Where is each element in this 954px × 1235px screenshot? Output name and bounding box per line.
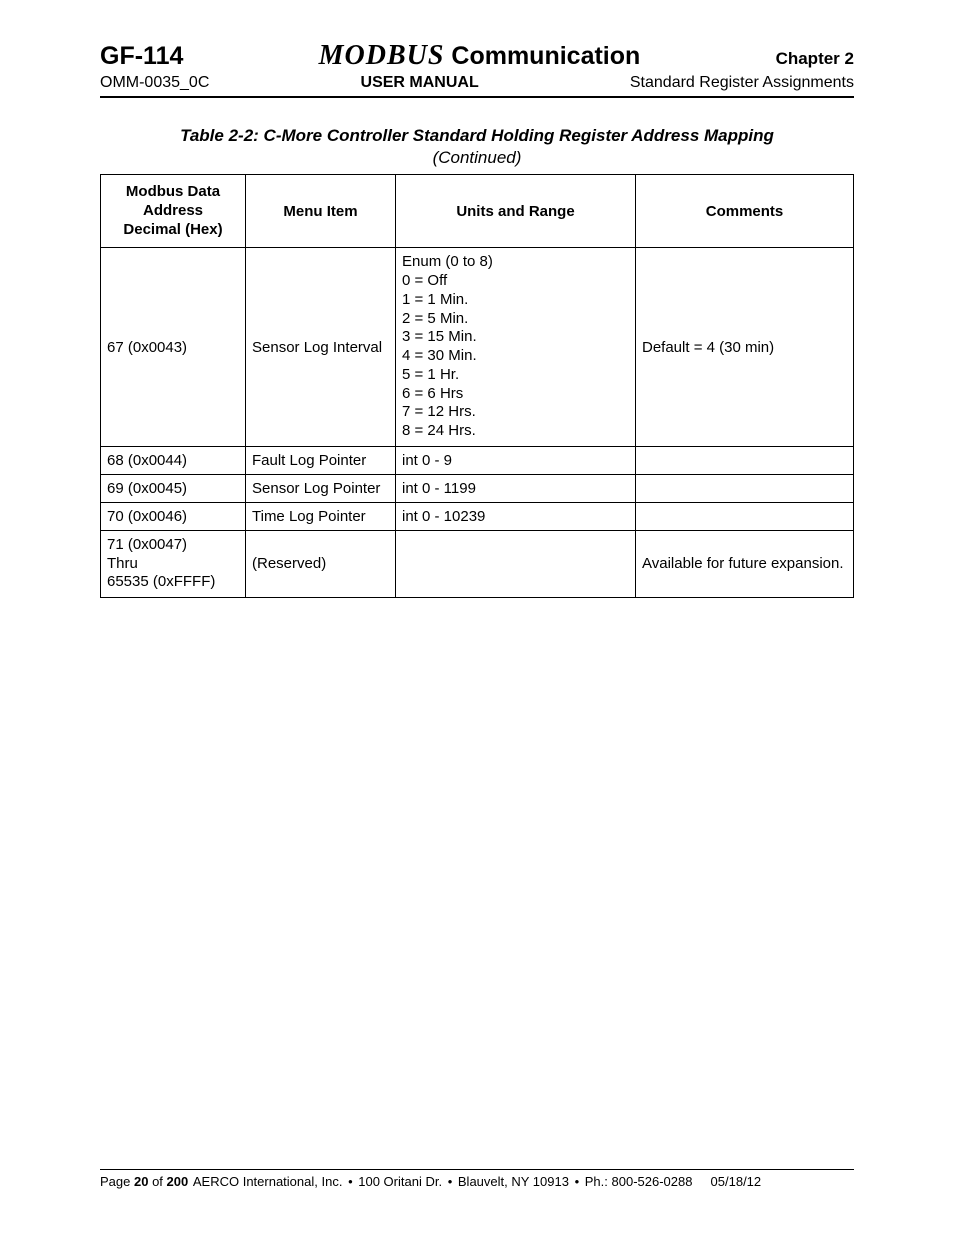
header-top: GF-114 MODBUS Communication Chapter 2: [100, 40, 854, 72]
company-name: AERCO International, Inc.: [193, 1174, 343, 1189]
footer-date: 05/18/12: [711, 1174, 762, 1189]
cell-address: 67 (0x0043): [101, 248, 246, 447]
cell-units: int 0 - 9: [396, 446, 636, 474]
chapter-label: Chapter 2: [776, 49, 854, 69]
cell-units: int 0 - 10239: [396, 502, 636, 530]
cell-address: 71 (0x0047) Thru 65535 (0xFFFF): [101, 530, 246, 597]
communication-word: Communication: [444, 42, 640, 70]
cell-comments: Available for future expansion.: [636, 530, 854, 597]
address-street: 100 Oritani Dr.: [358, 1174, 442, 1189]
page-total: 200: [167, 1174, 189, 1189]
register-table: Modbus Data Address Decimal (Hex) Menu I…: [100, 174, 854, 598]
cell-comments: [636, 446, 854, 474]
table-header-row: Modbus Data Address Decimal (Hex) Menu I…: [101, 175, 854, 248]
cell-menu: Fault Log Pointer: [246, 446, 396, 474]
modbus-word: MODBUS: [319, 40, 445, 71]
cell-comments: [636, 474, 854, 502]
table-row: 70 (0x0046) Time Log Pointer int 0 - 102…: [101, 502, 854, 530]
cell-menu: (Reserved): [246, 530, 396, 597]
page-of: of: [148, 1174, 166, 1189]
bullet-icon: •: [446, 1174, 455, 1189]
page-number: Page 20 of 200: [100, 1174, 188, 1189]
bullet-icon: •: [346, 1174, 355, 1189]
table-row: 67 (0x0043) Sensor Log Interval Enum (0 …: [101, 248, 854, 447]
address-city: Blauvelt, NY 10913: [458, 1174, 569, 1189]
cell-menu: Time Log Pointer: [246, 502, 396, 530]
page-current: 20: [134, 1174, 148, 1189]
cell-address: 68 (0x0044): [101, 446, 246, 474]
footer: Page 20 of 200 AERCO International, Inc.…: [100, 1169, 854, 1189]
table-caption: Table 2-2: C-More Controller Standard Ho…: [100, 126, 854, 146]
cell-comments: Default = 4 (30 min): [636, 248, 854, 447]
cell-address: 69 (0x0045): [101, 474, 246, 502]
cell-comments: [636, 502, 854, 530]
cell-menu: Sensor Log Pointer: [246, 474, 396, 502]
table-row: 68 (0x0044) Fault Log Pointer int 0 - 9: [101, 446, 854, 474]
col-header-address: Modbus Data Address Decimal (Hex): [101, 175, 246, 248]
cell-units: int 0 - 1199: [396, 474, 636, 502]
page-prefix: Page: [100, 1174, 134, 1189]
doc-code: GF-114: [100, 42, 183, 71]
cell-menu: Sensor Log Interval: [246, 248, 396, 447]
manual-label: USER MANUAL: [361, 74, 479, 92]
col-header-units: Units and Range: [396, 175, 636, 248]
table-row: 69 (0x0045) Sensor Log Pointer int 0 - 1…: [101, 474, 854, 502]
col-header-menu: Menu Item: [246, 175, 396, 248]
phone-number: Ph.: 800-526-0288: [585, 1174, 693, 1189]
col-header-comments: Comments: [636, 175, 854, 248]
table-row: 71 (0x0047) Thru 65535 (0xFFFF) (Reserve…: [101, 530, 854, 597]
cell-units: [396, 530, 636, 597]
table-caption-continued: (Continued): [100, 148, 854, 168]
cell-units: Enum (0 to 8) 0 = Off 1 = 1 Min. 2 = 5 M…: [396, 248, 636, 447]
cell-address: 70 (0x0046): [101, 502, 246, 530]
doc-number: OMM-0035_0C: [100, 74, 209, 92]
doc-title: MODBUS Communication: [319, 40, 641, 72]
header-sub: OMM-0035_0C USER MANUAL Standard Registe…: [100, 74, 854, 98]
footer-text: AERCO International, Inc. • 100 Oritani …: [193, 1174, 761, 1189]
bullet-icon: •: [573, 1174, 582, 1189]
section-label: Standard Register Assignments: [630, 74, 854, 92]
